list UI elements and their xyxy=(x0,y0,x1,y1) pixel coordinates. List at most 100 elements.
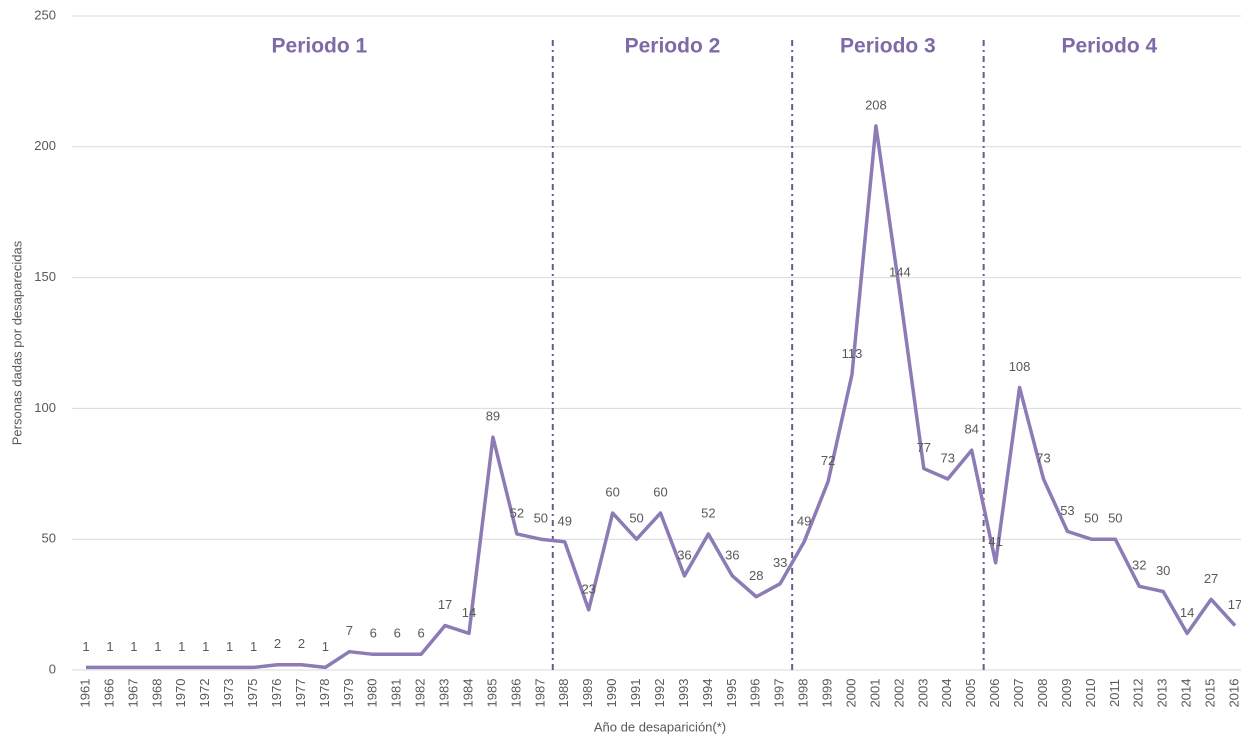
y-tick-label: 0 xyxy=(49,661,56,676)
data-label: 32 xyxy=(1132,558,1146,573)
data-label: 72 xyxy=(821,453,835,468)
x-tick-label: 1997 xyxy=(772,679,787,708)
x-tick-label: 2014 xyxy=(1179,679,1194,708)
x-tick-label: 1981 xyxy=(389,679,404,708)
data-label: 50 xyxy=(629,511,643,526)
period-label: Periodo 4 xyxy=(1061,35,1157,58)
x-tick-label: 1986 xyxy=(508,679,523,708)
x-tick-label: 2009 xyxy=(1059,679,1074,708)
data-label: 77 xyxy=(917,440,931,455)
x-tick-label: 1993 xyxy=(676,679,691,708)
x-tick-label: 1994 xyxy=(700,679,715,708)
data-label: 1 xyxy=(130,639,137,654)
x-tick-label: 1982 xyxy=(413,679,428,708)
data-label: 28 xyxy=(749,568,763,583)
y-tick-label: 250 xyxy=(34,7,56,22)
data-label: 1 xyxy=(250,639,257,654)
data-label: 1 xyxy=(226,639,233,654)
data-label: 2 xyxy=(274,636,281,651)
data-label: 14 xyxy=(1180,605,1194,620)
data-label: 73 xyxy=(941,450,955,465)
data-label: 60 xyxy=(605,484,619,499)
period-label: Periodo 3 xyxy=(840,35,936,58)
data-label: 14 xyxy=(462,605,476,620)
x-tick-label: 1972 xyxy=(197,679,212,708)
data-label: 49 xyxy=(797,513,811,528)
x-tick-label: 2016 xyxy=(1226,679,1241,708)
x-tick-label: 1967 xyxy=(125,679,140,708)
x-tick-label: 1970 xyxy=(173,679,188,708)
x-tick-label: 1973 xyxy=(221,679,236,708)
data-label: 7 xyxy=(346,623,353,638)
data-label: 108 xyxy=(1009,359,1031,374)
data-label: 1 xyxy=(82,639,89,654)
data-label: 1 xyxy=(106,639,113,654)
data-label: 6 xyxy=(370,626,377,641)
x-tick-label: 1980 xyxy=(365,679,380,708)
data-label: 17 xyxy=(1228,597,1241,612)
data-line xyxy=(86,124,1237,670)
x-tick-label: 2004 xyxy=(939,679,954,708)
x-tick-label: 2007 xyxy=(1011,679,1026,708)
x-tick-label: 2013 xyxy=(1155,679,1170,708)
data-label: 1 xyxy=(154,639,161,654)
x-tick-label: 1983 xyxy=(437,679,452,708)
period-label: Periodo 2 xyxy=(625,35,721,58)
data-label: 113 xyxy=(842,346,863,361)
data-label: 1 xyxy=(178,639,185,654)
data-label: 27 xyxy=(1204,571,1218,586)
x-tick-label: 2010 xyxy=(1083,679,1098,708)
x-tick-label: 1996 xyxy=(748,679,763,708)
x-tick-label: 2012 xyxy=(1131,679,1146,708)
x-tick-label: 1990 xyxy=(604,679,619,708)
data-label: 23 xyxy=(581,581,595,596)
x-tick-label: 2005 xyxy=(963,679,978,708)
data-label: 50 xyxy=(1108,511,1122,526)
x-tick-label: 1961 xyxy=(77,679,92,708)
x-tick-label: 1977 xyxy=(293,679,308,708)
data-label: 33 xyxy=(773,555,787,570)
data-label: 30 xyxy=(1156,563,1170,578)
x-tick-label: 1987 xyxy=(532,679,547,708)
x-tick-label: 1995 xyxy=(724,679,739,708)
x-tick-label: 2001 xyxy=(867,679,882,708)
data-label: 60 xyxy=(653,484,667,499)
x-tick-label: 1976 xyxy=(269,679,284,708)
data-label: 52 xyxy=(510,505,524,520)
data-label: 1 xyxy=(322,639,329,654)
x-tick-label: 2002 xyxy=(891,679,906,708)
x-tick-label: 1979 xyxy=(341,679,356,708)
x-tick-label: 1985 xyxy=(484,679,499,708)
x-tick-label: 2015 xyxy=(1203,679,1218,708)
x-tick-label: 1988 xyxy=(556,679,571,708)
x-tick-label: 1968 xyxy=(149,679,164,708)
x-tick-label: 1989 xyxy=(580,679,595,708)
y-tick-label: 150 xyxy=(34,269,56,284)
y-tick-label: 100 xyxy=(34,400,56,415)
data-label: 52 xyxy=(701,505,715,520)
x-tick-label: 1966 xyxy=(101,679,116,708)
x-tick-label: 1984 xyxy=(460,679,475,708)
data-label: 50 xyxy=(534,511,548,526)
y-tick-label: 200 xyxy=(34,138,56,153)
x-tick-label: 2003 xyxy=(915,679,930,708)
x-tick-label: 1999 xyxy=(820,679,835,708)
data-label: 84 xyxy=(964,422,978,437)
x-tick-label: 1978 xyxy=(317,679,332,708)
y-tick-label: 50 xyxy=(42,531,56,546)
x-tick-label: 1975 xyxy=(245,679,260,708)
x-axis-label: Año de desaparición(*) xyxy=(594,719,726,734)
data-label: 36 xyxy=(677,547,691,562)
data-label: 36 xyxy=(725,547,739,562)
x-tick-label: 2006 xyxy=(987,679,1002,708)
data-label: 6 xyxy=(394,626,401,641)
x-tick-label: 1998 xyxy=(796,679,811,708)
data-label: 6 xyxy=(418,626,425,641)
data-label: 2 xyxy=(298,636,305,651)
y-axis-label: Personas dadas por desaparecidas xyxy=(9,240,24,445)
data-label: 17 xyxy=(438,597,452,612)
data-label: 53 xyxy=(1060,503,1074,518)
x-tick-label: 1992 xyxy=(652,679,667,708)
data-label: 89 xyxy=(486,409,500,424)
